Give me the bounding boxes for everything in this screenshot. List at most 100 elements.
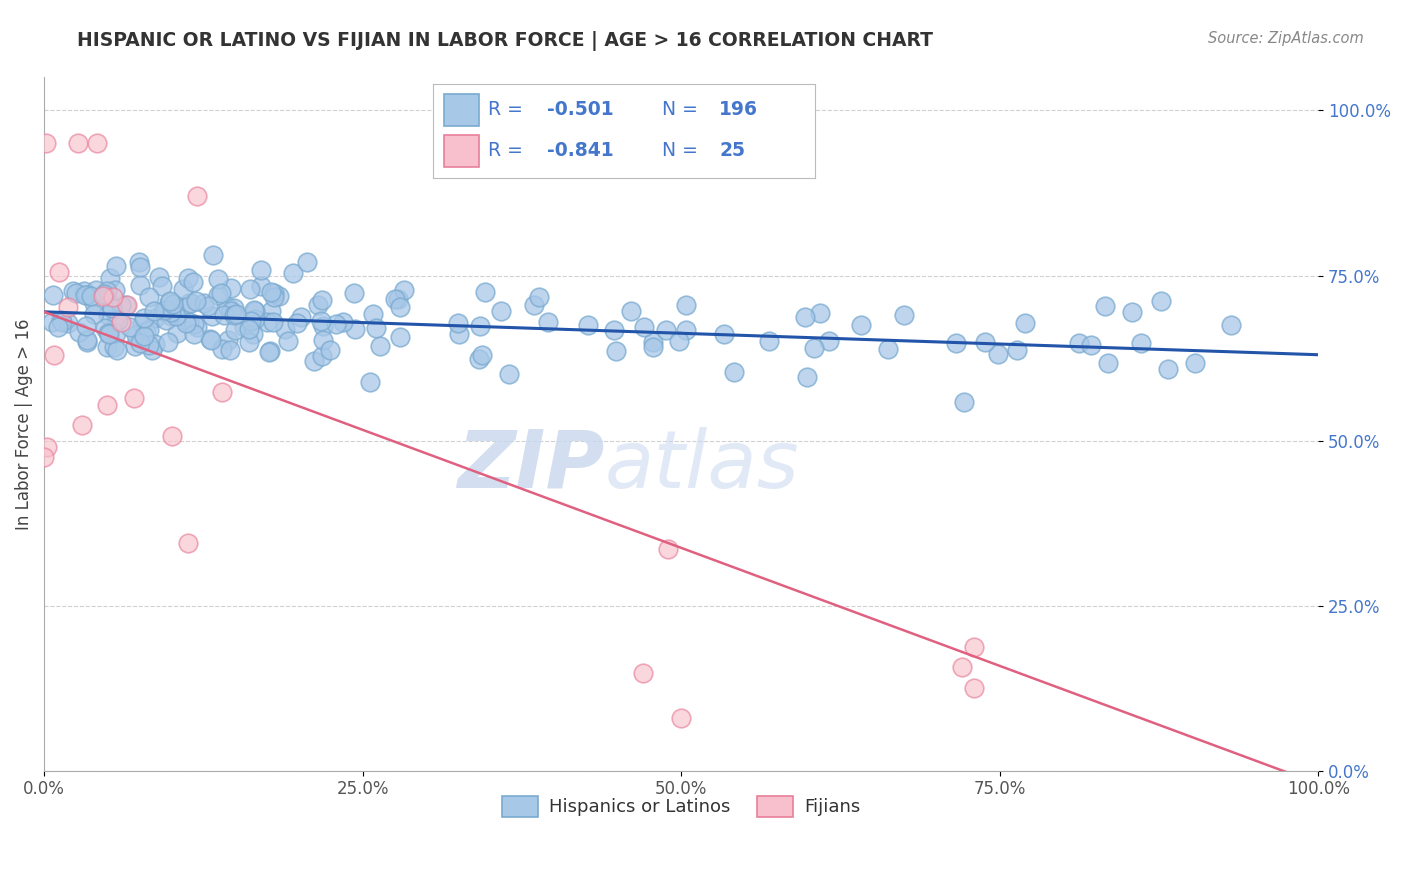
Point — [602, 323, 624, 337]
Point — [100, 301, 122, 315]
Point — [75, 288, 97, 302]
Point — [232, 320, 254, 334]
Point — [219, 304, 242, 318]
Point — [364, 321, 387, 335]
Point — [159, 309, 181, 323]
Point — [138, 290, 160, 304]
Point — [105, 259, 128, 273]
Point — [893, 309, 915, 323]
Point — [259, 344, 281, 359]
Point — [224, 323, 246, 337]
Point — [392, 283, 415, 297]
Point — [240, 314, 263, 328]
Point — [67, 325, 90, 339]
Point — [1014, 316, 1036, 330]
Point — [523, 298, 546, 312]
Point — [225, 307, 247, 321]
Point — [91, 289, 114, 303]
Point — [803, 341, 825, 355]
Point — [359, 375, 381, 389]
Point — [143, 337, 166, 351]
Point — [181, 275, 204, 289]
Point — [260, 285, 283, 299]
Point — [157, 295, 180, 310]
Point — [277, 334, 299, 348]
Point — [224, 301, 246, 315]
Point — [302, 354, 325, 368]
Point — [159, 294, 181, 309]
Point — [198, 332, 221, 346]
Point — [183, 317, 205, 331]
Point — [849, 318, 872, 332]
Point — [97, 326, 120, 340]
Point — [162, 297, 184, 311]
Point — [1094, 300, 1116, 314]
Point — [468, 352, 491, 367]
Point — [945, 336, 967, 351]
Point — [160, 305, 183, 319]
Point — [197, 299, 219, 313]
Point — [796, 369, 818, 384]
Point — [157, 334, 180, 349]
Point — [1080, 338, 1102, 352]
Point — [384, 293, 406, 307]
Point — [388, 300, 411, 314]
Point — [107, 313, 129, 327]
Point — [260, 304, 283, 318]
Point — [186, 294, 208, 309]
Point — [1121, 305, 1143, 319]
Point — [48, 265, 70, 279]
Point — [207, 271, 229, 285]
Point — [295, 254, 318, 268]
Point — [713, 326, 735, 341]
Point — [152, 303, 174, 318]
Text: Source: ZipAtlas.com: Source: ZipAtlas.com — [1208, 31, 1364, 46]
Point — [41, 315, 63, 329]
Point — [104, 283, 127, 297]
Point — [368, 338, 391, 352]
Point — [963, 681, 986, 695]
Text: atlas: atlas — [605, 426, 800, 505]
Point — [211, 385, 233, 400]
Point — [132, 310, 155, 325]
Point — [200, 333, 222, 347]
Point — [155, 303, 177, 318]
Point — [643, 335, 665, 350]
Point — [311, 349, 333, 363]
Point — [49, 313, 72, 327]
Point — [105, 343, 128, 358]
Point — [83, 295, 105, 310]
Point — [263, 286, 285, 301]
Point — [274, 322, 297, 336]
Point — [219, 343, 242, 357]
Point — [177, 536, 200, 550]
Point — [80, 289, 103, 303]
Point — [128, 255, 150, 269]
Point — [669, 711, 692, 725]
Point — [259, 344, 281, 359]
Point — [193, 296, 215, 310]
Point — [631, 666, 654, 681]
Point — [446, 316, 468, 330]
Point — [668, 334, 690, 348]
Point — [1150, 293, 1173, 308]
Point — [471, 348, 494, 362]
Text: HISPANIC OR LATINO VS FIJIAN IN LABOR FORCE | AGE > 16 CORRELATION CHART: HISPANIC OR LATINO VS FIJIAN IN LABOR FO… — [77, 31, 934, 51]
Point — [101, 290, 124, 304]
Point — [491, 303, 513, 318]
Point — [42, 288, 65, 302]
Point — [179, 296, 201, 310]
Point — [83, 307, 105, 321]
Point — [633, 320, 655, 334]
Point — [808, 306, 831, 320]
Point — [94, 321, 117, 335]
Point — [287, 316, 309, 330]
Point — [70, 417, 93, 432]
Point — [474, 285, 496, 299]
Point — [155, 313, 177, 327]
Point — [242, 327, 264, 342]
Point — [96, 340, 118, 354]
Point — [142, 303, 165, 318]
Point — [876, 343, 898, 357]
Point — [143, 310, 166, 325]
